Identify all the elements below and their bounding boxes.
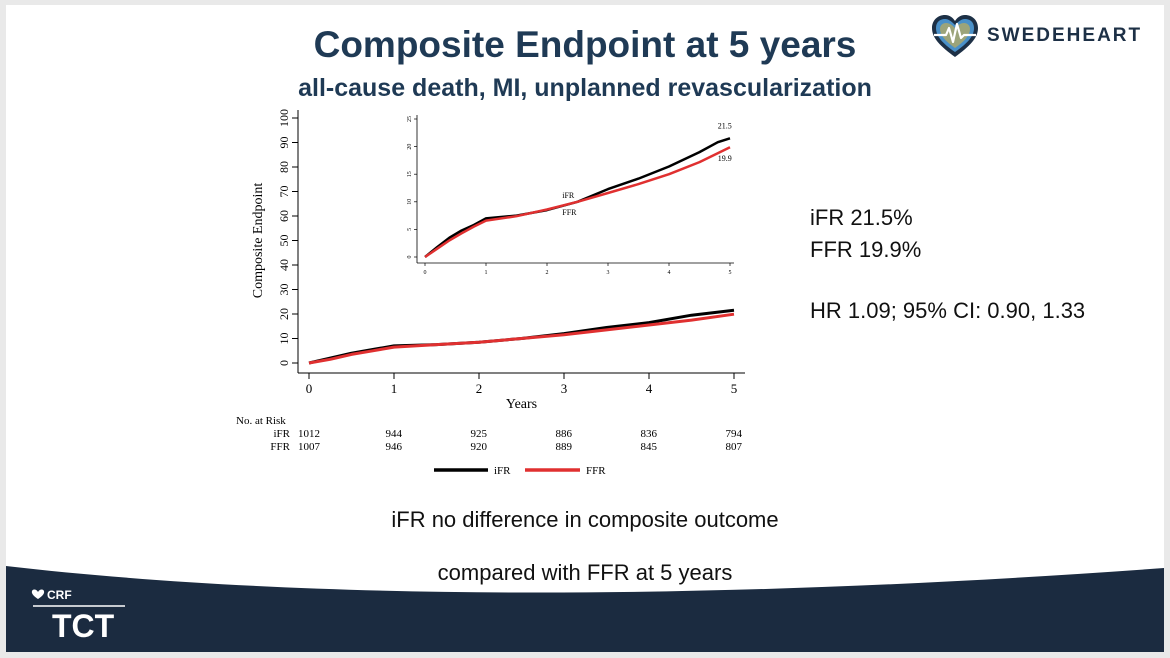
- stat-ifr: iFR 21.5%: [810, 205, 913, 230]
- chart-legend: iFR FFR: [434, 465, 606, 477]
- inset-y-tick-label: 20: [407, 144, 413, 150]
- y-axis-title: Composite Endpoint: [251, 183, 266, 299]
- inset-y-tick-label: 15: [407, 171, 413, 177]
- x-tick-label: 0: [306, 381, 313, 396]
- slide-subtitle: all-cause death, MI, unplanned revascula…: [298, 74, 872, 102]
- x-tick-label: 5: [731, 381, 738, 396]
- inset-end-label-ifr: 21.5: [718, 121, 732, 130]
- y-tick-label: 90: [277, 137, 291, 149]
- inset-label-ifr: iFR: [562, 191, 575, 200]
- x-tick-label: 1: [391, 381, 398, 396]
- stat-ffr: FFR 19.9%: [810, 237, 922, 262]
- inset-label-ffr: FFR: [562, 208, 577, 217]
- swedeheart-logo: SWEDEHEART: [930, 14, 1156, 60]
- y-tick-label: 20: [277, 308, 291, 320]
- risk-cell: 920: [471, 441, 488, 453]
- risk-cell: 889: [556, 441, 573, 453]
- inset-x-tick-label: 1: [485, 270, 488, 276]
- risk-cell: 946: [386, 441, 403, 453]
- inset-y-tick-label: 5: [407, 228, 413, 231]
- risk-cell: 944: [386, 428, 403, 440]
- y-tick-label: 100: [277, 109, 291, 127]
- risk-cell: 925: [471, 428, 488, 440]
- inset-y-tick-label: 0: [407, 256, 413, 259]
- logo-text: SWEDEHEART: [987, 25, 1143, 46]
- conclusion-line-1: iFR no difference in composite outcome: [391, 507, 779, 532]
- y-tick-label: 40: [277, 259, 291, 271]
- y-tick-label: 80: [277, 161, 291, 173]
- risk-cell: 886: [556, 428, 573, 440]
- y-tick-label: 60: [277, 210, 291, 222]
- risk-cell: 1012: [298, 428, 320, 440]
- y-tick-label: 30: [277, 284, 291, 296]
- stat-hr: HR 1.09; 95% CI: 0.90, 1.33: [810, 298, 1086, 323]
- inset-end-label-ffr: 19.9: [718, 154, 732, 163]
- main-chart: 0 1 2 3 4 50102030405060708090100YearsComposi…: [251, 109, 745, 412]
- inset-y-tick-label: 25: [407, 116, 413, 122]
- series-line-ffr: [308, 312, 735, 365]
- risk-cell: 836: [641, 428, 658, 440]
- inset-x-tick-label: 3: [607, 270, 610, 276]
- slide-title: Composite Endpoint at 5 years: [313, 24, 857, 65]
- x-tick-label: 2: [476, 381, 483, 396]
- x-axis-title: Years: [506, 397, 537, 412]
- heart-ecg-icon: [932, 15, 978, 57]
- inset-y-tick-label: 10: [407, 199, 413, 205]
- inset-background: [398, 112, 742, 282]
- risk-cell: 794: [726, 428, 743, 440]
- y-tick-label: 10: [277, 333, 291, 345]
- conclusion-line-2: compared with FFR at 5 years: [437, 560, 733, 585]
- y-tick-label: 0: [277, 360, 291, 366]
- inset-series-line-ffr: [424, 146, 731, 259]
- legend-label-ffr: FFR: [586, 465, 606, 477]
- risk-row-label-ifr: iFR: [273, 428, 290, 440]
- risk-cell: 807: [726, 441, 743, 453]
- risk-cell: 1007: [298, 441, 321, 453]
- risk-table-header: No. at Risk: [236, 415, 286, 427]
- legend-label-ifr: iFR: [494, 465, 511, 477]
- inset-x-tick-label: 2: [546, 270, 549, 276]
- y-tick-label: 50: [277, 235, 291, 247]
- inset-x-tick-label: 4: [668, 270, 671, 276]
- risk-row-label-ffr: FFR: [270, 441, 290, 453]
- composite-endpoint-chart: 0 1 2 3 4 50102030405060708090100YearsComposi…: [236, 109, 745, 477]
- inset-chart: 0 1 2 3 4 5 0 5 10 15 20 25 iFR FFR 21.5 19.9: [398, 112, 742, 282]
- inset-x-tick-label: 5: [729, 270, 732, 276]
- x-tick-label: 3: [561, 381, 568, 396]
- y-tick-label: 70: [277, 186, 291, 198]
- risk-cell: 845: [641, 441, 658, 453]
- x-tick-label: 4: [646, 381, 653, 396]
- series-line-ifr: [308, 308, 735, 365]
- inset-x-tick-label: 0: [424, 270, 427, 276]
